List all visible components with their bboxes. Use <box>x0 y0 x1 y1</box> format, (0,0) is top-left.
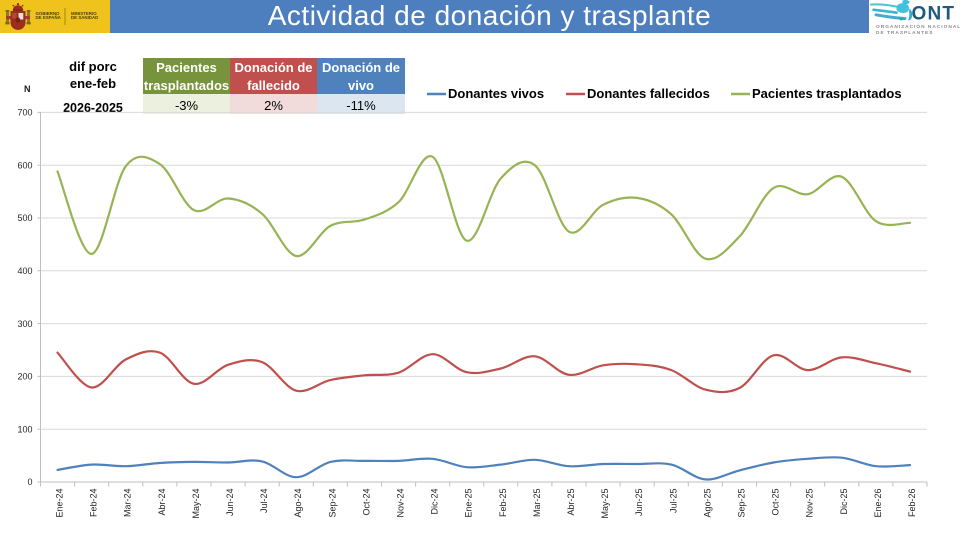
svg-text:Donantes vivos: Donantes vivos <box>448 86 544 101</box>
svg-text:Nov-25: Nov-25 <box>805 489 815 518</box>
svg-text:Abr-25: Abr-25 <box>566 489 576 516</box>
svg-text:Pacientes trasplantados: Pacientes trasplantados <box>752 86 902 101</box>
svg-text:Feb-26: Feb-26 <box>907 489 917 518</box>
svg-text:Feb-25: Feb-25 <box>498 489 508 518</box>
svg-text:ONT: ONT <box>912 4 956 25</box>
svg-text:300: 300 <box>17 319 32 329</box>
svg-text:Ago-25: Ago-25 <box>702 489 712 518</box>
svg-text:Jul-24: Jul-24 <box>259 489 269 514</box>
svg-text:May-25: May-25 <box>600 489 610 519</box>
svg-text:Ene-26: Ene-26 <box>873 489 883 518</box>
svg-text:ORGANIZACIÓN NACIONAL: ORGANIZACIÓN NACIONAL <box>876 22 960 30</box>
svg-text:Sep-24: Sep-24 <box>327 489 337 518</box>
svg-text:Abr-24: Abr-24 <box>157 489 167 516</box>
svg-text:200: 200 <box>17 372 32 382</box>
svg-text:May-24: May-24 <box>191 489 201 519</box>
svg-text:Dic-25: Dic-25 <box>839 489 849 515</box>
svg-text:Oct-25: Oct-25 <box>771 489 781 516</box>
svg-text:Ene-25: Ene-25 <box>464 489 474 518</box>
svg-text:N: N <box>24 84 31 94</box>
svg-text:Ago-24: Ago-24 <box>293 489 303 518</box>
svg-text:100: 100 <box>17 424 32 434</box>
svg-text:Ene-24: Ene-24 <box>55 489 65 518</box>
svg-text:Jul-25: Jul-25 <box>668 489 678 514</box>
svg-text:Nov-24: Nov-24 <box>396 489 406 518</box>
svg-text:Oct-24: Oct-24 <box>361 489 371 516</box>
svg-text:Sep-25: Sep-25 <box>737 489 747 518</box>
svg-text:DE TRASPLANTES: DE TRASPLANTES <box>876 30 933 36</box>
svg-text:600: 600 <box>17 160 32 170</box>
svg-text:400: 400 <box>17 266 32 276</box>
svg-text:0: 0 <box>27 477 32 487</box>
svg-text:Dic-24: Dic-24 <box>430 489 440 515</box>
svg-text:700: 700 <box>17 108 32 118</box>
svg-text:Jun-24: Jun-24 <box>225 489 235 517</box>
svg-text:Mar-25: Mar-25 <box>532 489 542 518</box>
svg-text:Donantes fallecidos: Donantes fallecidos <box>587 86 710 101</box>
svg-text:Jun-25: Jun-25 <box>634 489 644 517</box>
svg-text:Feb-24: Feb-24 <box>89 489 99 518</box>
svg-text:500: 500 <box>17 213 32 223</box>
svg-text:Mar-24: Mar-24 <box>123 489 133 518</box>
